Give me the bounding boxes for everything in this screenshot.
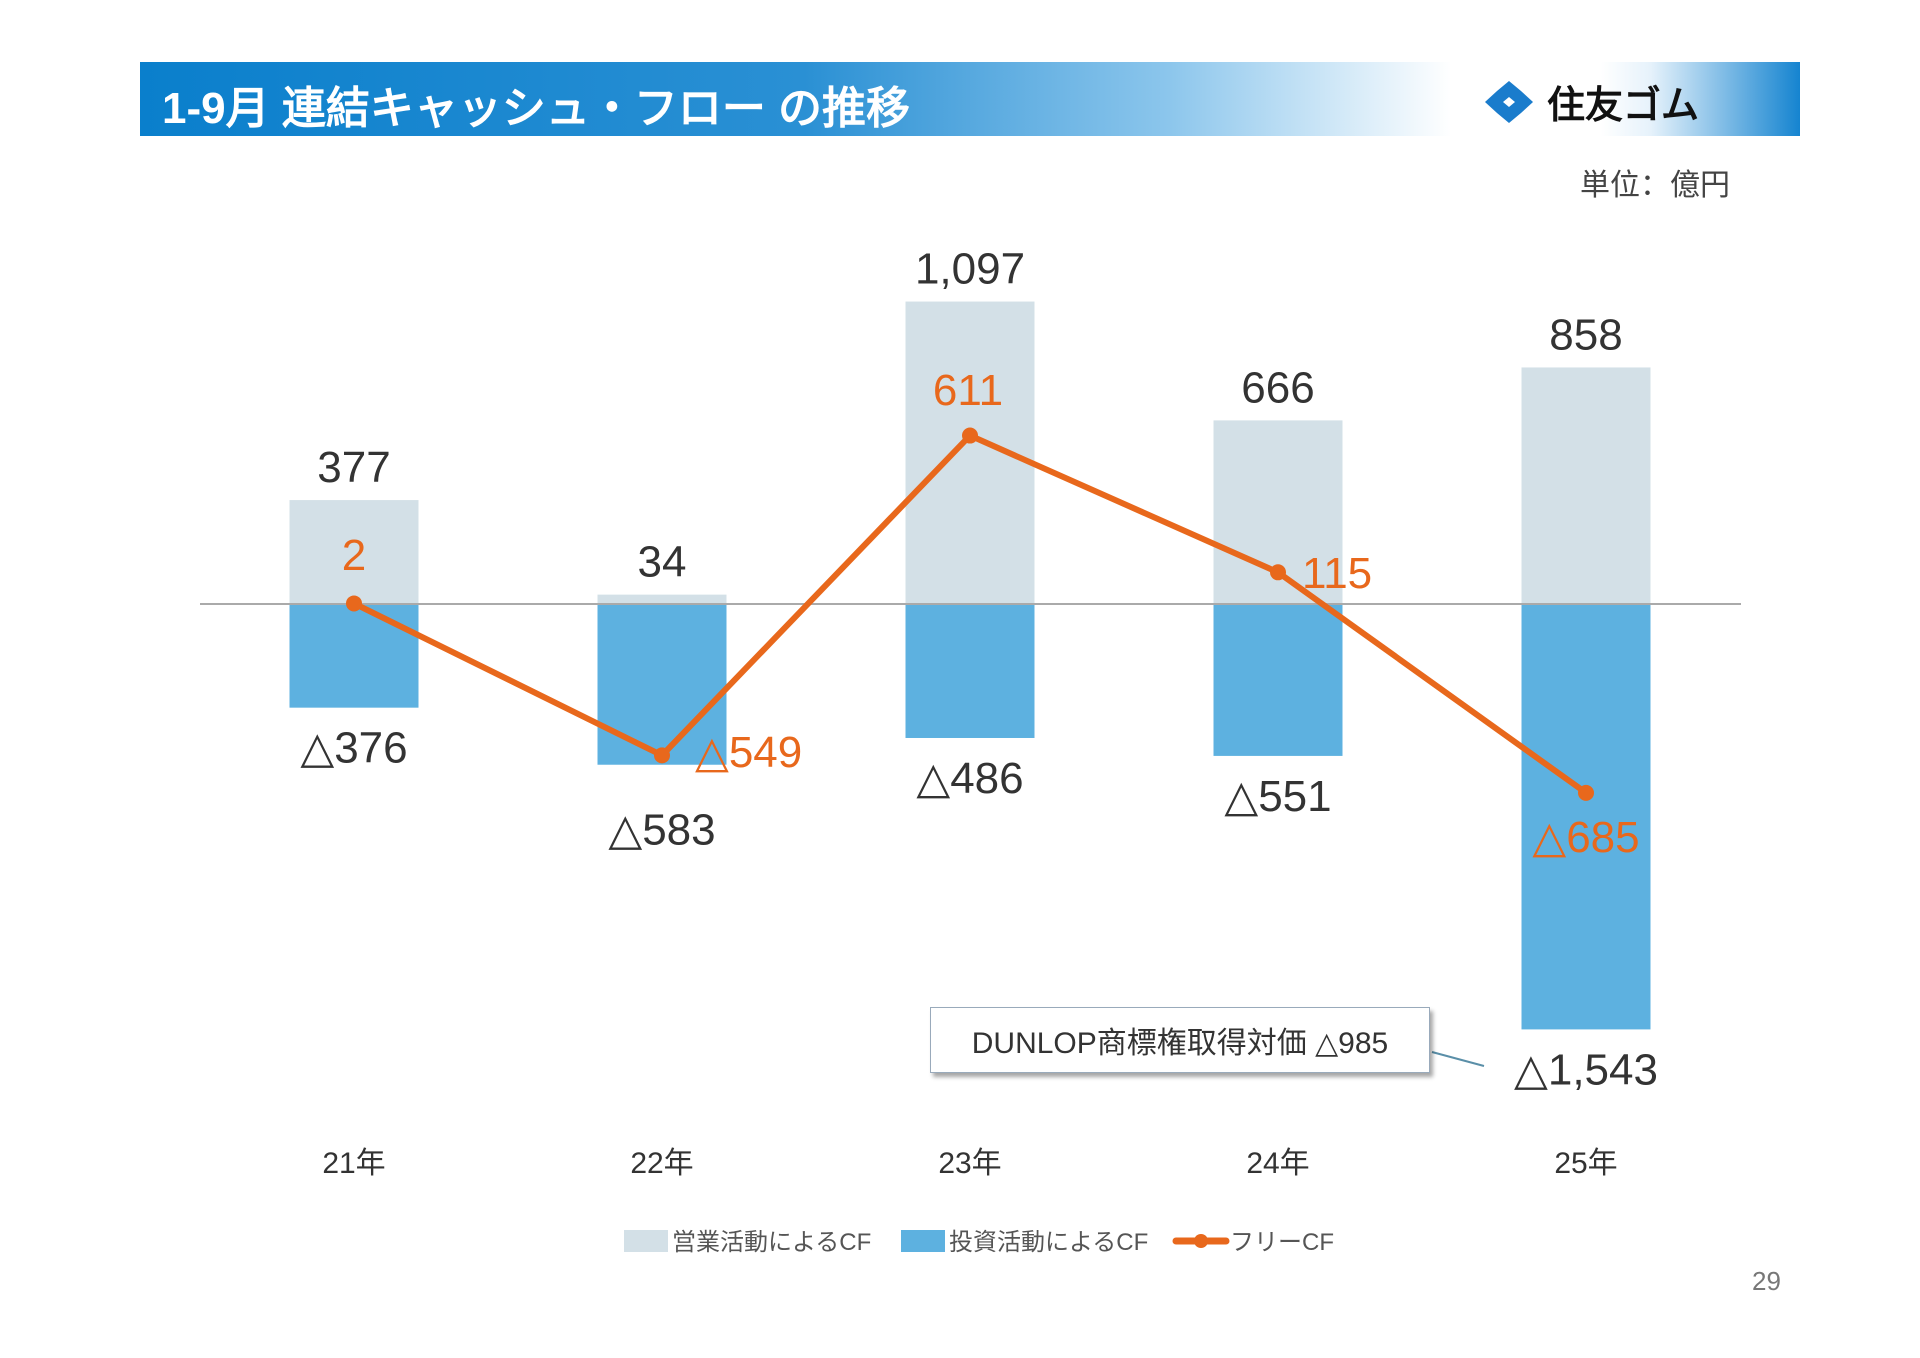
logo-mark-icon: [1485, 80, 1533, 123]
operating-cf-bar: [289, 500, 419, 604]
legend-label: 投資活動によるCF: [949, 1229, 1148, 1256]
category-label: 22年: [630, 1147, 693, 1180]
legend-label: フリーCF: [1230, 1229, 1334, 1256]
free-cf-label: △549: [695, 728, 802, 777]
investing-cf-label: △551: [1224, 772, 1331, 821]
free-cf-label: 2: [342, 531, 366, 580]
investing-cf-label: △1,543: [1514, 1045, 1658, 1094]
operating-cf-bar: [1521, 367, 1651, 604]
operating-cf-label: 858: [1549, 310, 1622, 359]
investing-cf-label: △376: [300, 724, 407, 773]
category-label: 21年: [322, 1147, 385, 1180]
operating-cf-label: 666: [1241, 363, 1314, 412]
callout-connector: [1431, 1051, 1485, 1067]
logo-text: 住友ゴム: [1547, 83, 1700, 127]
operating-cf-label: 377: [317, 443, 390, 492]
title-bar: 1-9月 連結キャッシュ・フロー の推移 住友ゴム: [140, 62, 1800, 136]
legend-label: 営業活動によるCF: [672, 1229, 871, 1256]
operating-cf-label: 1,097: [915, 245, 1025, 294]
unit-label: 単位：億円: [1580, 169, 1730, 202]
free-cf-point: [1270, 564, 1286, 581]
legend-swatch: [624, 1230, 668, 1252]
investing-cf-label: △583: [608, 806, 715, 855]
investing-cf-bar: [1213, 604, 1343, 756]
operating-cf-label: 34: [638, 538, 687, 587]
investing-cf-bar: [597, 604, 727, 765]
free-cf-label: 611: [933, 366, 1003, 415]
free-cf-point: [346, 595, 362, 612]
investing-cf-label: △486: [916, 754, 1023, 803]
investing-cf-bar: [289, 604, 419, 708]
free-cf-label: 115: [1302, 549, 1372, 598]
free-cf-point: [654, 747, 670, 764]
legend-marker: [1194, 1234, 1208, 1248]
investing-cf-bar: [905, 604, 1035, 738]
callout-box: DUNLOP商標権取得対価 △985: [930, 1007, 1430, 1073]
free-cf-point: [962, 427, 978, 444]
legend-swatch: [901, 1230, 945, 1252]
category-label: 23年: [938, 1147, 1001, 1180]
page-title: 1-9月 連結キャッシュ・フロー の推移: [162, 84, 911, 133]
investing-cf-bar: [1521, 604, 1651, 1030]
operating-cf-bar: [597, 594, 727, 604]
page-number: 29: [1752, 1266, 1781, 1296]
category-label: 25年: [1554, 1147, 1617, 1180]
free-cf-label: △685: [1532, 813, 1639, 862]
category-label: 24年: [1246, 1147, 1309, 1180]
free-cf-point: [1578, 784, 1594, 801]
company-logo: 住友ゴム: [1485, 74, 1699, 129]
